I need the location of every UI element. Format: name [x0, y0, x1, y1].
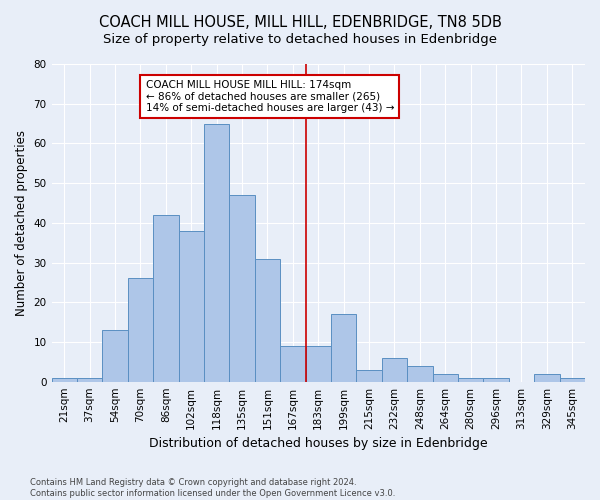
Bar — [433, 374, 458, 382]
Bar — [52, 378, 77, 382]
Text: COACH MILL HOUSE MILL HILL: 174sqm
← 86% of detached houses are smaller (265)
14: COACH MILL HOUSE MILL HILL: 174sqm ← 86%… — [146, 80, 394, 113]
Bar — [407, 366, 433, 382]
Bar — [103, 330, 128, 382]
Bar — [229, 195, 255, 382]
Bar — [534, 374, 560, 382]
Bar — [560, 378, 585, 382]
Bar — [356, 370, 382, 382]
X-axis label: Distribution of detached houses by size in Edenbridge: Distribution of detached houses by size … — [149, 437, 488, 450]
Bar — [179, 231, 204, 382]
Bar — [128, 278, 153, 382]
Bar — [204, 124, 229, 382]
Bar — [458, 378, 484, 382]
Bar — [484, 378, 509, 382]
Bar — [305, 346, 331, 382]
Bar — [153, 215, 179, 382]
Text: COACH MILL HOUSE, MILL HILL, EDENBRIDGE, TN8 5DB: COACH MILL HOUSE, MILL HILL, EDENBRIDGE,… — [98, 15, 502, 30]
Bar — [77, 378, 103, 382]
Bar — [331, 314, 356, 382]
Y-axis label: Number of detached properties: Number of detached properties — [15, 130, 28, 316]
Bar — [382, 358, 407, 382]
Text: Size of property relative to detached houses in Edenbridge: Size of property relative to detached ho… — [103, 32, 497, 46]
Bar — [255, 258, 280, 382]
Bar — [280, 346, 305, 382]
Text: Contains HM Land Registry data © Crown copyright and database right 2024.
Contai: Contains HM Land Registry data © Crown c… — [30, 478, 395, 498]
